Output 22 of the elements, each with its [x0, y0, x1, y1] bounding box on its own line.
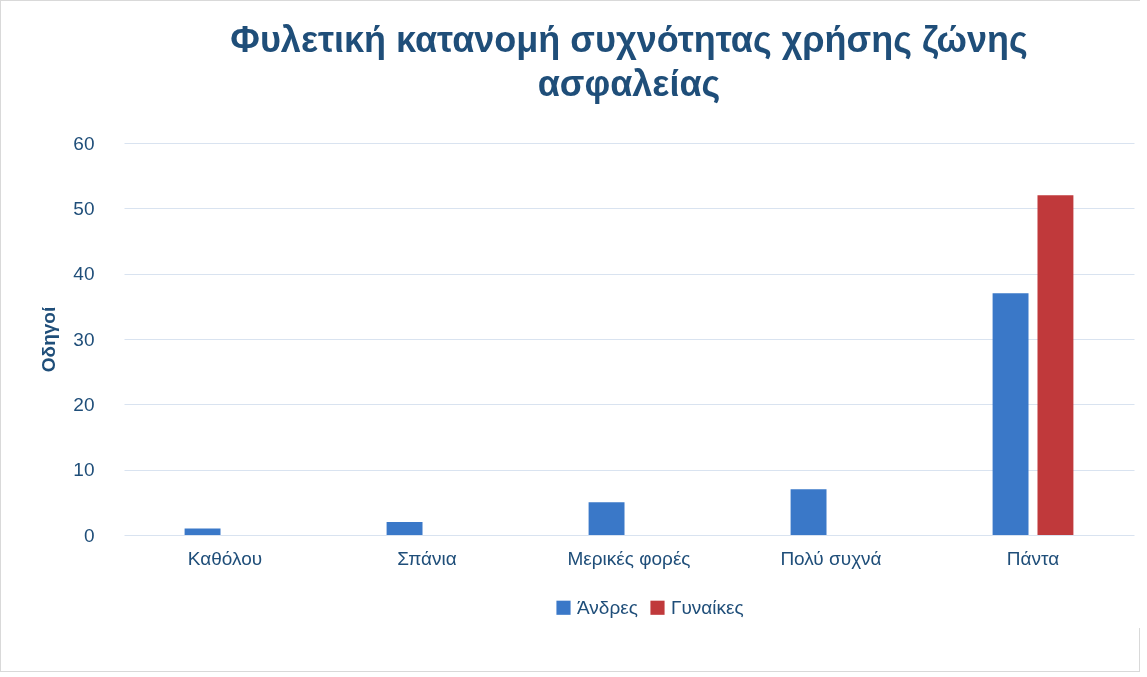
bar: [386, 521, 423, 535]
y-tick-label: 10: [73, 459, 95, 481]
y-axis-title: Οδηγοί: [38, 306, 60, 373]
bar: [588, 502, 625, 535]
x-tick-label: Πάντα: [1006, 547, 1060, 569]
bar: [790, 489, 827, 535]
bar: [1037, 195, 1074, 535]
x-tick-label: Καθόλου: [187, 547, 263, 569]
y-tick-label: 60: [73, 132, 95, 154]
y-tick-label: 0: [83, 524, 95, 546]
x-tick-label: Πολύ συχνά: [780, 547, 882, 569]
y-tick-label: 50: [73, 197, 95, 219]
bar: [992, 293, 1029, 535]
x-tick-label: Μερικές φορές: [567, 547, 691, 569]
legend-label: Γυναίκες: [671, 596, 744, 618]
bar: [184, 528, 221, 535]
legend-label: Άνδρες: [577, 596, 638, 618]
chart-title: Φυλετική κατανομή συχνότητας χρήσης ζώνης ασφαλείας: [230, 19, 1028, 104]
y-tick-label: 20: [73, 393, 95, 415]
x-tick-label: Σπάνια: [397, 547, 457, 569]
y-tick-label: 40: [73, 263, 95, 285]
y-tick-label: 30: [73, 328, 95, 350]
